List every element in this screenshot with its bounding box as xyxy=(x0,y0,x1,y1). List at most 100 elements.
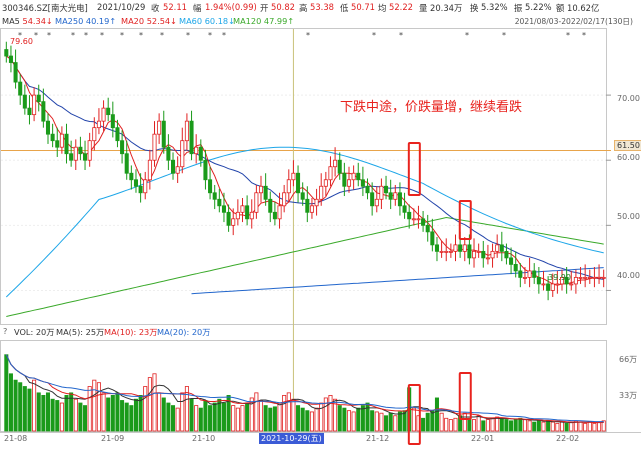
candle-body xyxy=(411,218,416,221)
volume-bar xyxy=(18,382,23,432)
candle-body xyxy=(22,94,27,109)
volume-label: 量 xyxy=(419,3,428,13)
candle-body xyxy=(83,153,88,161)
event-marker-icon[interactable]: * xyxy=(160,31,164,40)
x-label-4: 22-01 xyxy=(471,434,495,443)
event-marker-icon[interactable]: * xyxy=(186,31,190,40)
event-marker-icon[interactable]: * xyxy=(502,31,506,40)
event-marker-icon[interactable]: * xyxy=(566,31,570,40)
event-marker-icon[interactable]: * xyxy=(208,31,212,40)
candle-body xyxy=(166,146,171,161)
volume-bar xyxy=(87,386,92,432)
candle-body xyxy=(184,120,189,142)
candle-body xyxy=(365,185,370,194)
ma20-legend[interactable]: MA20 52.54↓ xyxy=(121,16,178,26)
candle-body xyxy=(143,179,148,194)
candle-body xyxy=(120,140,125,155)
volume-bar xyxy=(448,419,453,432)
price-tick-40: 40.00 xyxy=(617,271,640,280)
candle-body xyxy=(555,283,560,286)
candle-body xyxy=(476,250,481,253)
help-icon[interactable]: ? xyxy=(3,326,8,336)
candle-body xyxy=(226,211,231,226)
volume-bar xyxy=(309,411,314,432)
candle-body xyxy=(458,244,463,252)
event-marker-icon[interactable]: * xyxy=(34,31,38,40)
candle-body xyxy=(221,205,226,213)
vol-ma10-line xyxy=(5,354,604,423)
symbol-label[interactable]: 300346.SZ[南大光电] xyxy=(2,3,88,13)
volume-bar xyxy=(124,402,129,432)
event-marker-icon[interactable]: * xyxy=(372,31,376,40)
candle-body xyxy=(300,192,305,200)
candle-body xyxy=(138,185,143,194)
volume-bar xyxy=(384,415,389,432)
candle-body xyxy=(462,244,467,252)
volume-bar xyxy=(166,402,171,432)
event-marker-icon[interactable]: * xyxy=(71,31,75,40)
event-marker-icon[interactable]: * xyxy=(399,31,403,40)
volume-bar xyxy=(532,421,537,432)
event-marker-icon[interactable]: * xyxy=(100,31,104,40)
volume-bar xyxy=(78,402,83,432)
volume-bar xyxy=(397,411,402,432)
candle-body xyxy=(133,179,138,187)
candle-body xyxy=(333,159,338,168)
avg-value: 52.22 xyxy=(389,2,413,12)
volume-bar xyxy=(143,386,148,432)
volume-bar xyxy=(434,397,439,432)
volume-bar xyxy=(360,405,365,432)
candle-body xyxy=(27,107,32,116)
volume-bar xyxy=(305,410,310,432)
event-marker-icon[interactable]: * xyxy=(222,31,226,40)
volume-bar xyxy=(249,397,254,432)
vol-tick-66: 66万 xyxy=(619,355,638,364)
volume-bar xyxy=(564,422,569,432)
candle-body xyxy=(453,244,458,252)
candle-body xyxy=(342,172,347,187)
candle-body xyxy=(559,277,565,285)
event-marker-icon[interactable]: * xyxy=(18,31,22,40)
candle-body xyxy=(601,277,606,279)
event-marker-icon[interactable]: * xyxy=(84,31,88,40)
candle-body xyxy=(45,120,51,135)
volume-bar xyxy=(138,394,143,432)
volume-bar xyxy=(194,405,199,432)
vol-ma10: MA(10): 23万 xyxy=(104,327,158,337)
candle-body xyxy=(421,218,426,226)
volume-bar xyxy=(217,398,222,432)
candle-body xyxy=(50,133,55,142)
candle-body xyxy=(430,231,435,246)
event-marker-icon[interactable]: * xyxy=(47,31,51,40)
ma5-legend[interactable]: MA5 54.34↓ xyxy=(2,16,53,26)
candle-body xyxy=(32,94,37,116)
volume-bar xyxy=(291,398,296,432)
candle-body xyxy=(8,55,13,63)
ma60-legend[interactable]: MA60 60.18↓ xyxy=(179,16,236,26)
volume-bar xyxy=(411,407,416,432)
volume-bar xyxy=(96,382,101,432)
ma20-line xyxy=(6,55,604,280)
event-marker-icon[interactable]: * xyxy=(139,31,143,40)
candle-body xyxy=(536,277,541,285)
volume-bar xyxy=(550,421,555,432)
volume-bar xyxy=(583,422,588,432)
event-marker-icon[interactable]: * xyxy=(465,31,469,40)
candle-body xyxy=(286,179,291,194)
candle-body xyxy=(161,120,166,148)
event-marker-icon[interactable]: * xyxy=(582,31,586,40)
volume-bar xyxy=(8,373,13,432)
ma250-line xyxy=(191,267,604,295)
event-marker-icon[interactable]: * xyxy=(306,31,310,40)
ma250-legend[interactable]: MA250 40.19↑ xyxy=(55,16,117,26)
volume-bar xyxy=(328,394,333,432)
reference-price-marker: 61.50 xyxy=(614,140,641,151)
event-marker-icon[interactable]: * xyxy=(120,31,124,40)
volume-bar xyxy=(92,379,97,432)
candle-body xyxy=(550,283,555,291)
ma120-legend[interactable]: MA120 47.99↑ xyxy=(233,16,295,26)
x-label-0: 21-08 xyxy=(4,434,28,443)
candle-body xyxy=(467,244,472,259)
candle-body xyxy=(578,277,583,279)
